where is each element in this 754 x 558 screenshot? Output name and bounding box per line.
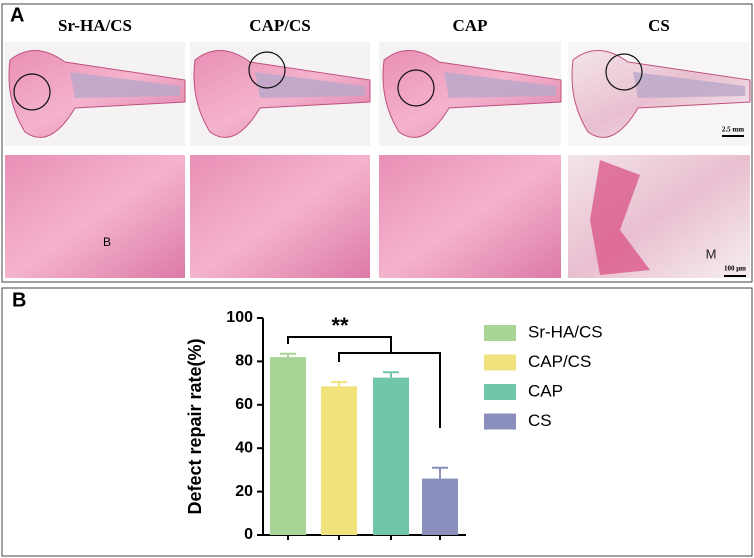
defect-circle — [248, 51, 286, 89]
defect-circle — [397, 69, 435, 107]
y-tick-label: 20 — [235, 483, 253, 500]
column-title: CAP/CS — [249, 16, 310, 35]
image-zoom — [190, 155, 370, 278]
marrow — [444, 72, 556, 98]
significance-bracket — [287, 336, 441, 428]
y-tick-label: 80 — [235, 353, 253, 370]
defect-circle — [13, 73, 51, 111]
y-tick-label: 40 — [235, 439, 253, 456]
y-axis-title: Defect repair rate(%) — [185, 338, 205, 514]
column-title: CAP — [453, 16, 488, 35]
error-bar — [383, 371, 399, 378]
panel-label: A — [10, 4, 24, 26]
bar — [422, 478, 458, 535]
bar — [270, 357, 306, 535]
y-tick-label: 0 — [244, 526, 253, 543]
panel-label: B — [12, 289, 26, 311]
significance-label: ** — [331, 313, 349, 338]
bar — [373, 377, 409, 535]
error-bar — [331, 381, 347, 387]
legend-label: CS — [528, 411, 552, 430]
column-title: CS — [648, 16, 670, 35]
error-bar — [432, 466, 448, 479]
tissue-red — [590, 160, 650, 275]
legend-label: CAP/CS — [528, 352, 591, 371]
marrow — [633, 72, 745, 98]
chart: 0 20 40 60 80 100 Defect repair rate(%) ** Sr-HA… — [185, 309, 603, 543]
histology: Sr-HA/CS CAP/CS CAP CS 2.5 mm 100 μm B M — [5, 16, 751, 278]
y-tick-label: 100 — [226, 309, 253, 326]
legend-swatch — [484, 354, 516, 371]
bar — [321, 386, 357, 535]
legend-swatch — [484, 325, 516, 341]
column-title: Sr-HA/CS — [58, 16, 132, 35]
legend-label: CAP — [528, 381, 563, 400]
scale-label: 2.5 mm — [722, 126, 744, 134]
image-zoom — [379, 155, 561, 278]
error-bar — [280, 352, 296, 358]
panel-b-frame — [1, 287, 753, 557]
region-label: M — [706, 246, 717, 261]
scale-label: 100 μm — [724, 265, 746, 273]
y-tick-label: 60 — [235, 396, 253, 413]
legend-swatch — [484, 384, 516, 400]
marrow — [70, 72, 180, 98]
region-label: B — [103, 235, 111, 249]
legend-swatch — [484, 413, 516, 430]
defect-circle — [605, 53, 643, 91]
panel-a-frame — [1, 3, 753, 283]
legend-label: Sr-HA/CS — [528, 322, 603, 341]
image-zoom — [5, 155, 185, 278]
